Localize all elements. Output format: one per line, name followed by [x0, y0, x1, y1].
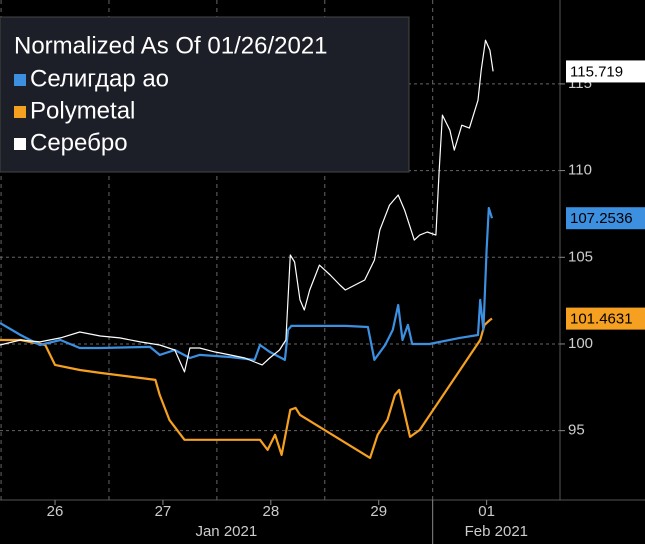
legend-swatch — [14, 74, 26, 86]
series-line — [0, 206, 494, 361]
month-label: Jan 2021 — [195, 523, 257, 540]
last-value-tag — [566, 60, 645, 83]
x-tick-label: 26 — [47, 503, 64, 520]
last-value-label: 115.719 — [570, 63, 623, 80]
legend-swatch — [14, 138, 26, 150]
x-tick-label: 27 — [155, 503, 172, 520]
x-tick-label: 28 — [262, 503, 279, 520]
legend-label: Polymetal — [30, 97, 135, 124]
last-value-tag — [566, 307, 645, 330]
series-line — [0, 317, 493, 459]
legend-swatch — [14, 106, 26, 118]
legend-box — [0, 16, 410, 173]
last-value-label: 101.4631 — [570, 311, 633, 328]
legend-label: Серебро — [30, 129, 128, 156]
series-line — [0, 39, 494, 373]
y-tick-label: 95 — [568, 422, 585, 439]
y-tick-label: 105 — [568, 248, 593, 265]
y-tick-label: 100 — [568, 335, 593, 352]
month-label: Feb 2021 — [465, 523, 528, 540]
x-tick-label: 01 — [478, 503, 495, 520]
legend-label: Селигдар ао — [30, 65, 169, 92]
legend-title: Normalized As Of 01/26/2021 — [14, 32, 328, 59]
x-tick-label: 29 — [370, 503, 387, 520]
last-value-label: 107.2536 — [570, 210, 633, 227]
y-tick-label: 110 — [568, 162, 592, 179]
last-value-tag — [566, 207, 645, 230]
